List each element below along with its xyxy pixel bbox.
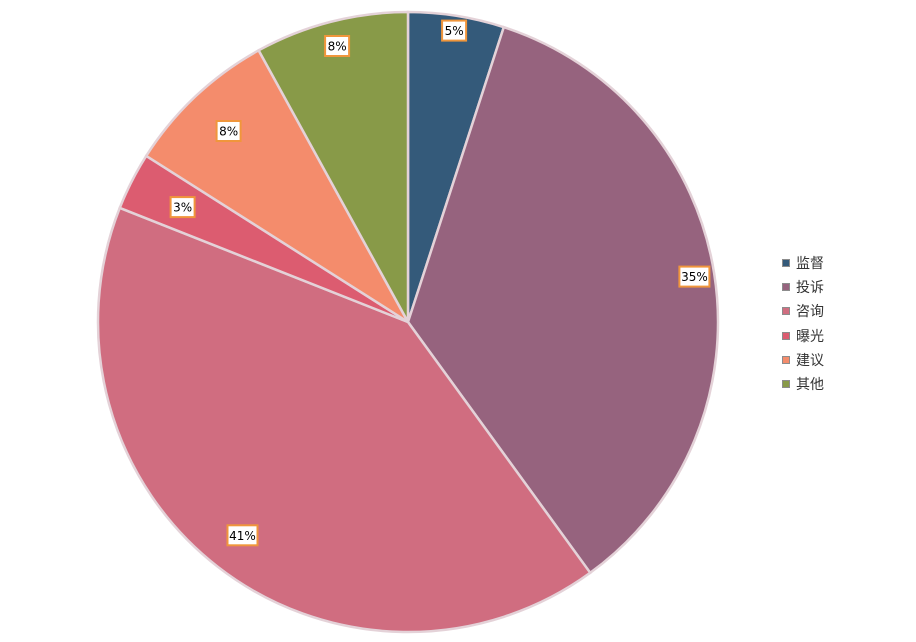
pie-slice-5: [144, 48, 410, 324]
pie-slices: [96, 10, 720, 634]
data-label-box: [324, 35, 351, 57]
data-label-box: [678, 265, 711, 288]
data-label-text: 35%: [681, 270, 708, 284]
data-label-3: 41%: [226, 524, 259, 547]
data-label-5: 8%: [215, 120, 242, 142]
data-label-2: 35%: [678, 265, 711, 288]
pie-slice-3: [96, 206, 592, 634]
legend-label: 其他: [796, 377, 824, 394]
pie-slice-6: [256, 10, 410, 323]
legend-label: 投诉: [796, 280, 824, 297]
legend-item: 曝光: [782, 324, 824, 348]
data-label-text: 8%: [219, 125, 238, 139]
data-label-1: 5%: [441, 19, 468, 42]
legend-label: 建议: [796, 352, 824, 369]
data-labels: 5% 35% 41% 3% 8% 8%: [169, 19, 711, 547]
legend-swatch: [782, 283, 790, 292]
legend-item: 监督: [782, 251, 824, 275]
legend-swatch: [782, 307, 790, 316]
data-label-box: [169, 196, 196, 219]
legend-swatch: [782, 380, 790, 389]
legend-label: 咨询: [796, 304, 824, 321]
data-label-box: [215, 120, 242, 142]
legend-swatch: [782, 331, 790, 340]
data-label-4: 3%: [169, 196, 196, 219]
legend-item: 咨询: [782, 299, 824, 323]
data-label-box: [441, 19, 468, 42]
legend-label: 监督: [796, 256, 824, 273]
legend-swatch: [782, 259, 790, 268]
legend-swatch: [782, 355, 790, 364]
data-label-text: 3%: [173, 201, 192, 215]
data-label-text: 8%: [328, 40, 347, 54]
data-label-6: 8%: [324, 35, 351, 57]
legend-label: 曝光: [796, 328, 824, 345]
data-label-box: [226, 524, 259, 547]
pie-slice-2: [406, 25, 720, 575]
legend-item: 其他: [782, 372, 824, 396]
legend: 监督投诉咨询曝光建议其他: [782, 251, 824, 396]
legend-item: 建议: [782, 348, 824, 372]
legend-item: 投诉: [782, 275, 824, 299]
data-label-text: 41%: [229, 529, 256, 543]
data-label-text: 5%: [445, 24, 464, 38]
